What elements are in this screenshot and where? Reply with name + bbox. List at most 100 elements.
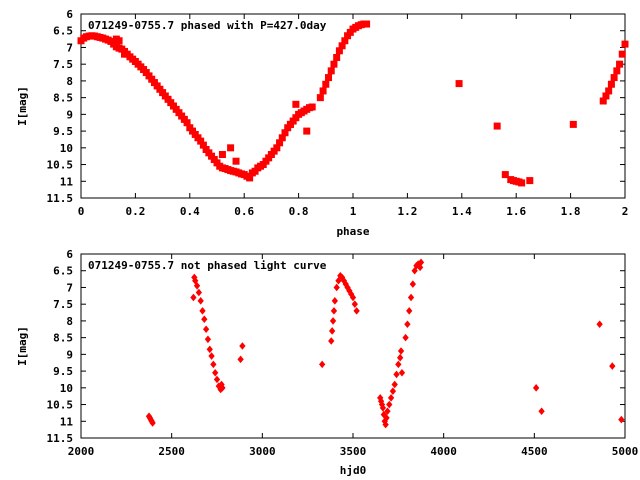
x-tick-label: 1.2 bbox=[397, 205, 417, 218]
x-tick-label: 0.8 bbox=[289, 205, 309, 218]
data-point bbox=[605, 87, 613, 95]
x-axis-label: phase bbox=[336, 225, 369, 238]
data-point bbox=[121, 50, 129, 58]
data-point bbox=[411, 266, 418, 275]
data-point bbox=[316, 94, 324, 102]
y-tick-label: 7 bbox=[66, 281, 73, 294]
x-tick-label: 5000 bbox=[612, 445, 639, 458]
data-point bbox=[193, 282, 201, 290]
data-point bbox=[455, 80, 463, 88]
chart-title: 071249-0755.7 not phased light curve bbox=[88, 259, 327, 272]
data-point bbox=[199, 307, 206, 315]
data-point bbox=[383, 414, 390, 422]
y-tick-label: 6 bbox=[66, 8, 73, 21]
data-point bbox=[149, 419, 156, 427]
y-tick-label: 9.5 bbox=[53, 125, 73, 138]
data-point bbox=[202, 325, 210, 334]
data-point bbox=[232, 157, 240, 165]
chart-title: 071249-0755.7 phased with P=427.0day bbox=[88, 19, 327, 32]
y-tick-label: 9 bbox=[66, 108, 73, 121]
y-tick-label: 10 bbox=[60, 142, 73, 155]
data-point bbox=[406, 307, 413, 315]
data-point bbox=[335, 276, 342, 285]
data-point bbox=[596, 320, 603, 329]
data-point bbox=[325, 74, 333, 82]
data-point bbox=[353, 307, 360, 315]
x-axis-label: hjd0 bbox=[340, 464, 367, 477]
data-point bbox=[493, 122, 501, 130]
data-point bbox=[190, 293, 197, 302]
x-tick-label: 1 bbox=[350, 205, 357, 218]
data-point bbox=[404, 320, 411, 329]
data-point bbox=[382, 420, 389, 429]
data-point bbox=[379, 404, 387, 412]
data-point bbox=[210, 360, 217, 369]
data-point bbox=[227, 144, 235, 152]
y-axis-label: I[mag] bbox=[16, 326, 29, 366]
data-point bbox=[322, 80, 330, 88]
x-tick-label: 1.6 bbox=[506, 205, 526, 218]
data-point bbox=[621, 40, 629, 48]
y-tick-label: 9.5 bbox=[53, 365, 73, 378]
x-tick-label: 2 bbox=[622, 205, 629, 218]
data-point bbox=[618, 50, 626, 58]
data-point bbox=[417, 258, 425, 267]
data-point bbox=[393, 370, 400, 379]
data-point bbox=[526, 177, 534, 185]
data-point bbox=[569, 120, 577, 128]
data-point bbox=[213, 375, 221, 384]
data-point bbox=[239, 342, 246, 350]
data-point bbox=[501, 171, 509, 179]
data-point bbox=[330, 307, 338, 315]
data-point bbox=[532, 384, 540, 392]
data-point bbox=[416, 263, 424, 272]
x-tick-label: 0.2 bbox=[125, 205, 145, 218]
data-point bbox=[613, 67, 621, 75]
x-tick-label: 4000 bbox=[430, 445, 457, 458]
data-point bbox=[219, 384, 226, 392]
y-tick-label: 10.5 bbox=[47, 399, 74, 412]
data-point bbox=[389, 387, 397, 395]
y-tick-label: 6.5 bbox=[53, 265, 73, 278]
data-point bbox=[327, 67, 335, 75]
data-point bbox=[208, 352, 215, 360]
data-point bbox=[115, 37, 123, 45]
plot-frame bbox=[80, 13, 626, 199]
data-point bbox=[607, 80, 615, 88]
data-point bbox=[331, 297, 339, 305]
data-point bbox=[397, 347, 405, 355]
data-point bbox=[349, 293, 357, 302]
y-tick-label: 7.5 bbox=[53, 298, 73, 311]
data-point bbox=[197, 297, 204, 305]
y-tick-label: 6.5 bbox=[53, 25, 73, 38]
data-point bbox=[384, 407, 391, 416]
data-point bbox=[407, 293, 415, 302]
data-point bbox=[609, 362, 616, 370]
y-tick-label: 11 bbox=[60, 415, 74, 428]
data-point bbox=[195, 288, 203, 297]
data-point bbox=[398, 368, 406, 377]
data-point bbox=[396, 353, 404, 362]
data-point bbox=[518, 179, 526, 187]
y-tick-label: 11 bbox=[60, 175, 74, 188]
data-point bbox=[237, 355, 244, 364]
y-tick-label: 8 bbox=[66, 75, 73, 88]
y-tick-label: 6 bbox=[66, 248, 73, 261]
data-point bbox=[402, 333, 409, 342]
data-series bbox=[145, 258, 625, 429]
data-point bbox=[387, 394, 395, 402]
y-tick-label: 10.5 bbox=[47, 159, 74, 172]
y-tick-label: 7 bbox=[66, 41, 73, 54]
x-tick-label: 4500 bbox=[521, 445, 548, 458]
y-tick-label: 8 bbox=[66, 315, 73, 328]
y-tick-label: 11.5 bbox=[47, 192, 74, 205]
chart-panel-2: 2000 2500 3000 3500 4000 4500 5000 6 6.5 7 7.5 8 8.5… bbox=[16, 248, 638, 477]
data-point bbox=[201, 315, 208, 324]
x-tick-label: 1.8 bbox=[561, 205, 581, 218]
x-tick-label: 0.4 bbox=[180, 205, 200, 218]
x-tick-label: 0 bbox=[78, 205, 85, 218]
data-series bbox=[77, 20, 629, 187]
x-tick-label: 2000 bbox=[68, 445, 95, 458]
